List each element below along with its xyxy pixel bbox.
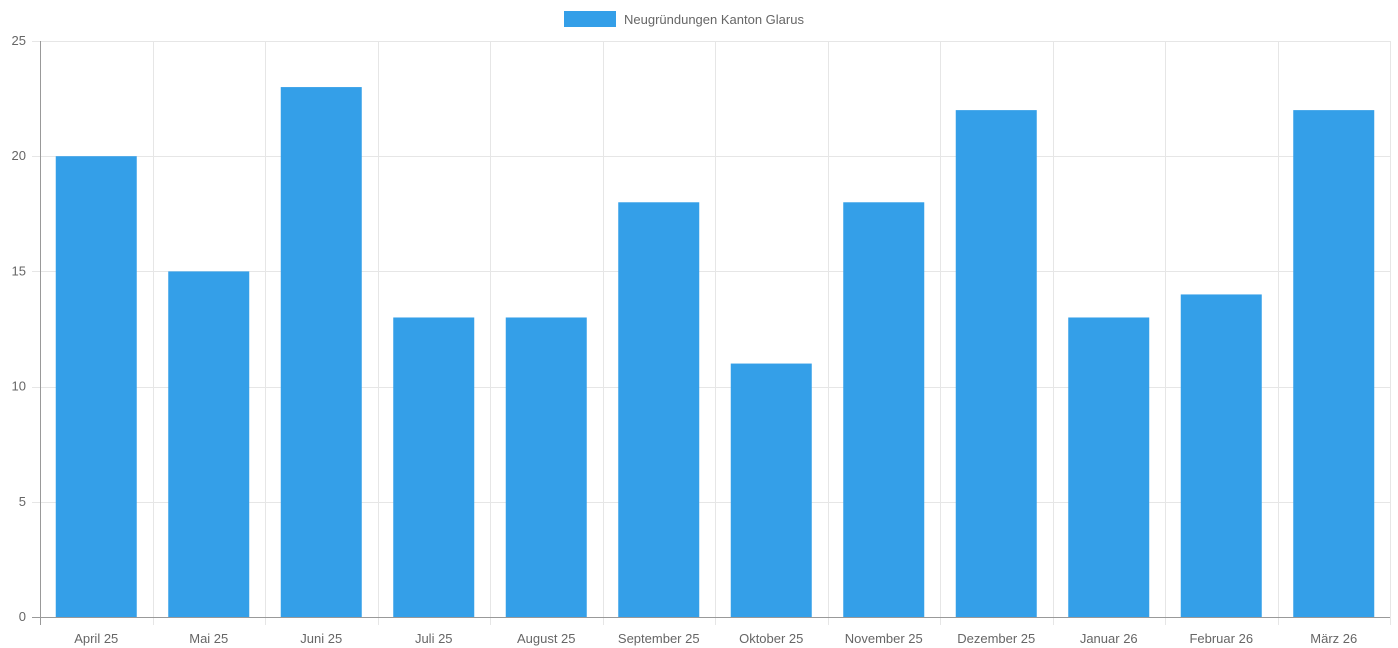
- bar[interactable]: [730, 363, 812, 617]
- y-tick-label: 0: [19, 609, 26, 624]
- x-tick-label: Juli 25: [415, 631, 453, 646]
- bar[interactable]: [843, 202, 925, 617]
- legend-label: Neugründungen Kanton Glarus: [624, 12, 804, 27]
- bar[interactable]: [618, 202, 700, 617]
- y-tick-label: 20: [12, 148, 26, 163]
- y-tick-label: 15: [12, 263, 26, 278]
- y-tick-label: 25: [12, 33, 26, 48]
- bar[interactable]: [1293, 110, 1375, 618]
- y-axis-ticks: 0 5 10 15 20 25: [12, 33, 26, 624]
- bar[interactable]: [280, 87, 362, 617]
- x-tick-label: Oktober 25: [739, 631, 803, 646]
- x-tick-label: Februar 26: [1189, 631, 1253, 646]
- bars: [55, 87, 1375, 618]
- x-axis-ticks: April 25 Mai 25 Juni 25 Juli 25 August 25 Sep…: [74, 631, 1357, 646]
- x-tick-label: Mai 25: [189, 631, 228, 646]
- bar[interactable]: [55, 156, 137, 617]
- y-tick-label: 5: [19, 494, 26, 509]
- x-tick-label: September 25: [618, 631, 700, 646]
- legend[interactable]: Neugründungen Kanton Glarus: [564, 11, 804, 27]
- x-tick-label: November 25: [845, 631, 923, 646]
- y-tick-label: 10: [12, 379, 26, 394]
- x-tick-label: April 25: [74, 631, 118, 646]
- x-tick-label: Dezember 25: [957, 631, 1035, 646]
- x-tick-label: August 25: [517, 631, 576, 646]
- grid: [32, 41, 1391, 625]
- bar[interactable]: [1068, 317, 1150, 617]
- bar[interactable]: [393, 317, 475, 617]
- x-tick-label: März 26: [1310, 631, 1357, 646]
- axes: [32, 41, 1390, 625]
- x-tick-label: Januar 26: [1080, 631, 1138, 646]
- bar[interactable]: [1180, 294, 1262, 617]
- bar[interactable]: [168, 271, 250, 617]
- legend-swatch: [564, 11, 616, 27]
- x-tick-label: Juni 25: [300, 631, 342, 646]
- bar[interactable]: [505, 317, 587, 617]
- bar[interactable]: [955, 110, 1037, 618]
